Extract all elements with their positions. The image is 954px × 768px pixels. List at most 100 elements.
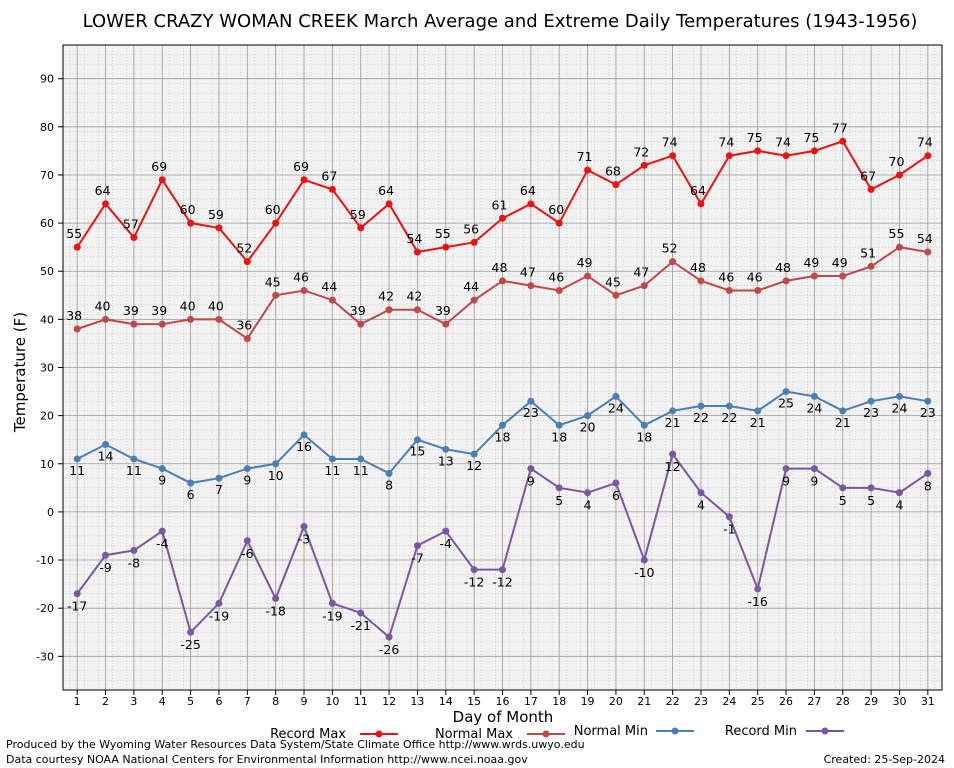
record-min-value-label: -19 — [209, 608, 229, 623]
normal-min-value-label: 7 — [215, 482, 223, 497]
record-max-point — [158, 176, 166, 184]
record-min-value-label: 5 — [867, 493, 875, 508]
normal-min-value-label: 6 — [187, 487, 195, 502]
legend-marker-record-max — [375, 730, 383, 738]
normal-min-value-label: 22 — [721, 410, 737, 425]
normal-max-value-label: 40 — [95, 298, 111, 313]
record-max-value-label: 70 — [889, 154, 905, 169]
footer-produced-by: Produced by the Wyoming Water Resources … — [6, 738, 585, 751]
normal-min-point — [839, 407, 847, 415]
x-tick-label: 23 — [694, 695, 708, 708]
record-max-value-label: 75 — [803, 130, 819, 145]
normal-min-point — [357, 455, 365, 463]
normal-min-value-label: 24 — [608, 400, 624, 415]
x-tick-label: 25 — [751, 695, 765, 708]
normal-min-value-label: 23 — [523, 405, 539, 420]
normal-max-value-label: 49 — [832, 255, 848, 270]
normal-max-point — [555, 286, 563, 294]
record-min-value-label: 9 — [527, 474, 535, 489]
normal-max-value-label: 39 — [123, 303, 139, 318]
record-max-value-label: 52 — [236, 241, 252, 256]
normal-min-value-label: 11 — [324, 463, 340, 478]
normal-min-point — [555, 421, 563, 429]
record-max-point — [73, 243, 81, 251]
record-min-point — [640, 556, 648, 564]
normal-min-point — [669, 407, 677, 415]
normal-min-value-label: 21 — [750, 415, 766, 430]
record-max-point — [130, 234, 138, 242]
record-max-point — [895, 171, 903, 179]
normal-min-value-label: 21 — [665, 415, 681, 430]
normal-max-point — [782, 277, 790, 285]
record-max-value-label: 75 — [747, 130, 763, 145]
y-tick-label: -20 — [36, 602, 54, 615]
record-max-point — [300, 176, 308, 184]
x-tick-label: 18 — [552, 695, 566, 708]
record-max-point — [754, 147, 762, 155]
record-min-value-label: -21 — [351, 618, 371, 633]
normal-min-value-label: 21 — [835, 415, 851, 430]
normal-max-value-label: 55 — [889, 226, 905, 241]
record-min-point — [272, 595, 280, 603]
record-max-point — [640, 161, 648, 169]
x-tick-label: 2 — [102, 695, 109, 708]
legend-label-normal-max: Normal Max — [435, 727, 513, 742]
record-min-value-label: 8 — [924, 478, 932, 493]
normal-max-point — [413, 306, 421, 314]
record-max-point — [555, 219, 563, 227]
record-min-point — [725, 513, 733, 521]
normal-max-point — [385, 306, 393, 314]
x-tick-label: 20 — [609, 695, 623, 708]
record-min-point — [754, 585, 762, 593]
x-tick-label: 1 — [74, 695, 81, 708]
x-tick-label: 30 — [892, 695, 906, 708]
normal-max-point — [527, 282, 535, 290]
record-min-point — [527, 465, 535, 473]
record-min-value-label: 5 — [839, 493, 847, 508]
record-min-value-label: 9 — [782, 474, 790, 489]
x-tick-label: 16 — [496, 695, 510, 708]
record-min-point — [669, 450, 677, 458]
y-tick-label: 50 — [40, 265, 54, 278]
record-min-point — [612, 479, 620, 487]
record-min-value-label: 9 — [810, 474, 818, 489]
record-max-point — [584, 166, 592, 174]
normal-min-point — [158, 465, 166, 473]
normal-min-value-label: 11 — [69, 463, 85, 478]
record-min-point — [584, 489, 592, 497]
normal-min-point — [243, 465, 251, 473]
record-max-value-label: 74 — [917, 135, 933, 150]
x-tick-label: 15 — [467, 695, 481, 708]
legend-label-record-max: Record Max — [270, 727, 346, 742]
legend-marker-record-min — [821, 727, 829, 735]
normal-min-point — [924, 397, 932, 405]
record-min-point — [782, 465, 790, 473]
record-max-point — [215, 224, 223, 232]
normal-min-value-label: 18 — [495, 429, 511, 444]
record-min-value-label: -12 — [464, 575, 484, 590]
normal-min-point — [272, 460, 280, 468]
footer-courtesy: Data courtesy NOAA National Centers for … — [6, 753, 528, 766]
normal-max-point — [499, 277, 506, 285]
record-min-point — [555, 484, 563, 492]
record-max-value-label: 56 — [463, 221, 479, 236]
x-tick-label: 4 — [159, 695, 166, 708]
normal-max-point — [187, 315, 195, 323]
normal-max-value-label: 47 — [633, 265, 649, 280]
record-min-value-label: 4 — [895, 498, 903, 513]
normal-max-point — [357, 320, 365, 328]
normal-max-point — [669, 258, 677, 266]
record-min-value-label: -18 — [265, 604, 285, 619]
normal-min-point — [725, 402, 733, 410]
record-max-value-label: 74 — [718, 135, 734, 150]
x-tick-label: 14 — [439, 695, 453, 708]
normal-min-point — [584, 412, 592, 420]
record-max-point — [357, 224, 365, 232]
record-max-value-label: 72 — [633, 144, 649, 159]
normal-min-point — [527, 397, 535, 405]
record-max-value-label: 60 — [180, 202, 196, 217]
legend-marker-normal-max — [542, 730, 550, 738]
x-tick-label: 22 — [666, 695, 680, 708]
normal-min-value-label: 18 — [636, 429, 652, 444]
